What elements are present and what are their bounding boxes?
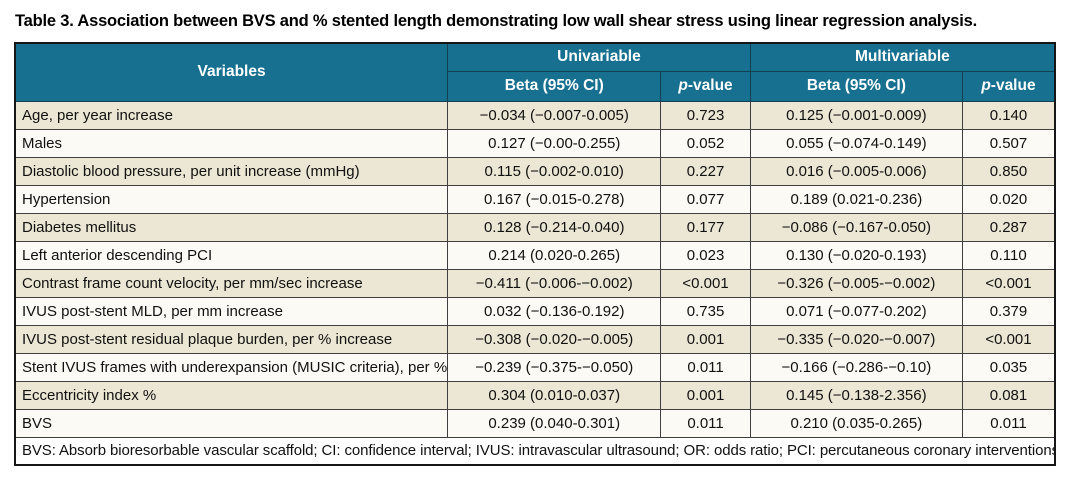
multi-beta-cell: 0.125 (−0.001-0.009): [749, 100, 963, 130]
header-uni-pvalue: p-value: [660, 70, 751, 102]
table-row: Age, per year increase −0.034 (−0.007-0.…: [14, 100, 1056, 130]
variable-cell: IVUS post-stent residual plaque burden, …: [14, 324, 449, 354]
header-sub-row: Beta (95% CI) p-value Beta (95% CI) p-va…: [15, 70, 1056, 102]
footnote-row: BVS: Absorb bioresorbable vascular scaff…: [14, 436, 1056, 466]
variable-cell: Hypertension: [14, 184, 449, 214]
uni-beta-cell: −0.239 (−0.375-−0.050): [447, 352, 662, 382]
header-variables: Variables: [14, 42, 449, 102]
multi-beta-cell: −0.086 (−0.167-0.050): [749, 212, 963, 242]
multi-pvalue-cell: 0.507: [961, 128, 1056, 158]
uni-pvalue-cell: 0.023: [660, 240, 751, 270]
table-row: Eccentricity index % 0.304 (0.010-0.037)…: [14, 380, 1056, 410]
p-rest-label: -value: [687, 77, 733, 94]
table-body: Age, per year increase −0.034 (−0.007-0.…: [14, 100, 1056, 466]
uni-beta-cell: 0.167 (−0.015-0.278): [447, 184, 662, 214]
multi-pvalue-cell: 0.035: [961, 352, 1056, 382]
multi-pvalue-cell: 0.140: [961, 100, 1056, 130]
multi-beta-cell: 0.145 (−0.138-2.356): [749, 380, 963, 410]
uni-beta-cell: −0.411 (−0.006-−0.002): [447, 268, 662, 298]
uni-beta-cell: 0.128 (−0.214-0.040): [447, 212, 662, 242]
multi-beta-cell: 0.210 (0.035-0.265): [749, 408, 963, 438]
variable-cell: Eccentricity index %: [14, 380, 449, 410]
uni-pvalue-cell: 0.177: [660, 212, 751, 242]
multi-beta-cell: −0.326 (−0.005-−0.002): [749, 268, 963, 298]
multi-beta-cell: 0.055 (−0.074-0.149): [749, 128, 963, 158]
uni-pvalue-cell: 0.001: [660, 380, 751, 410]
variable-cell: Diabetes mellitus: [14, 212, 449, 242]
uni-pvalue-cell: <0.001: [660, 268, 751, 298]
variable-cell: Stent IVUS frames with underexpansion (M…: [14, 352, 449, 382]
header-multi-pvalue: p-value: [961, 70, 1056, 102]
multi-pvalue-cell: 0.011: [961, 408, 1056, 438]
variable-cell: IVUS post-stent MLD, per mm increase: [14, 296, 449, 326]
multi-pvalue-cell: <0.001: [961, 268, 1056, 298]
regression-table: Variables Univariable Multivariable Beta…: [14, 42, 1056, 466]
uni-pvalue-cell: 0.011: [660, 352, 751, 382]
variable-cell: Males: [14, 128, 449, 158]
uni-beta-cell: 0.239 (0.040-0.301): [447, 408, 662, 438]
table-row: Left anterior descending PCI 0.214 (0.02…: [14, 240, 1056, 270]
table-title: Table 3. Association between BVS and % s…: [15, 12, 978, 30]
p-rest-label: -value: [990, 77, 1036, 94]
uni-pvalue-cell: 0.227: [660, 156, 751, 186]
multi-pvalue-cell: 0.379: [961, 296, 1056, 326]
variable-cell: Age, per year increase: [14, 100, 449, 130]
header-multivariable: Multivariable: [749, 42, 1056, 72]
p-italic-label: p: [678, 77, 688, 94]
header-group-row: Variables Univariable Multivariable: [14, 42, 1056, 102]
uni-pvalue-cell: 0.723: [660, 100, 751, 130]
uni-pvalue-cell: 0.001: [660, 324, 751, 354]
multi-pvalue-cell: 0.850: [961, 156, 1056, 186]
multi-pvalue-cell: <0.001: [961, 324, 1056, 354]
header-univariable: Univariable: [447, 42, 751, 72]
variable-cell: Left anterior descending PCI: [14, 240, 449, 270]
uni-beta-cell: −0.034 (−0.007-0.005): [447, 100, 662, 130]
table-row: Diastolic blood pressure, per unit incre…: [14, 156, 1056, 186]
table-row: Stent IVUS frames with underexpansion (M…: [14, 352, 1056, 382]
multi-beta-cell: −0.166 (−0.286-−0.10): [749, 352, 963, 382]
table-row: Contrast frame count velocity, per mm/se…: [14, 268, 1056, 298]
variable-cell: Diastolic blood pressure, per unit incre…: [14, 156, 449, 186]
multi-beta-cell: −0.335 (−0.020-−0.007): [749, 324, 963, 354]
table-row: BVS 0.239 (0.040-0.301) 0.011 0.210 (0.0…: [14, 408, 1056, 438]
uni-pvalue-cell: 0.077: [660, 184, 751, 214]
table-row: Hypertension 0.167 (−0.015-0.278) 0.077 …: [14, 184, 1056, 214]
variable-cell: BVS: [14, 408, 449, 438]
uni-beta-cell: 0.115 (−0.002-0.010): [447, 156, 662, 186]
uni-beta-cell: 0.127 (−0.00-0.255): [447, 128, 662, 158]
table-row: IVUS post-stent residual plaque burden, …: [14, 324, 1056, 354]
multi-beta-cell: 0.189 (0.021-0.236): [749, 184, 963, 214]
table-footnote: BVS: Absorb bioresorbable vascular scaff…: [14, 436, 1056, 466]
uni-beta-cell: 0.214 (0.020-0.265): [447, 240, 662, 270]
uni-beta-cell: −0.308 (−0.020-−0.005): [447, 324, 662, 354]
uni-beta-cell: 0.032 (−0.136-0.192): [447, 296, 662, 326]
table-header: Variables Univariable Multivariable Beta…: [14, 42, 1056, 102]
header-multi-beta: Beta (95% CI): [749, 70, 963, 102]
p-italic-label: p: [981, 77, 991, 94]
multi-pvalue-cell: 0.020: [961, 184, 1056, 214]
table-row: IVUS post-stent MLD, per mm increase 0.0…: [14, 296, 1056, 326]
multi-pvalue-cell: 0.081: [961, 380, 1056, 410]
header-uni-beta: Beta (95% CI): [447, 70, 662, 102]
uni-pvalue-cell: 0.052: [660, 128, 751, 158]
table-row: Males 0.127 (−0.00-0.255) 0.052 0.055 (−…: [14, 128, 1056, 158]
table-row: Diabetes mellitus 0.128 (−0.214-0.040) 0…: [14, 212, 1056, 242]
multi-beta-cell: 0.130 (−0.020-0.193): [749, 240, 963, 270]
multi-pvalue-cell: 0.287: [961, 212, 1056, 242]
uni-pvalue-cell: 0.735: [660, 296, 751, 326]
multi-pvalue-cell: 0.110: [961, 240, 1056, 270]
multi-beta-cell: 0.016 (−0.005-0.006): [749, 156, 963, 186]
multi-beta-cell: 0.071 (−0.077-0.202): [749, 296, 963, 326]
uni-beta-cell: 0.304 (0.010-0.037): [447, 380, 662, 410]
variable-cell: Contrast frame count velocity, per mm/se…: [14, 268, 449, 298]
uni-pvalue-cell: 0.011: [660, 408, 751, 438]
